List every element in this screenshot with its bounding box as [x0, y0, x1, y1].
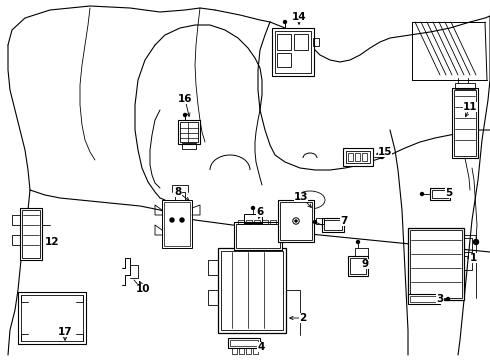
Bar	[230, 340, 258, 346]
Bar	[228, 338, 260, 348]
Bar	[324, 220, 342, 230]
Circle shape	[473, 239, 479, 244]
Text: 16: 16	[178, 94, 192, 104]
Bar	[180, 122, 198, 142]
Circle shape	[381, 156, 384, 158]
Bar	[246, 220, 252, 224]
Text: 13: 13	[294, 192, 308, 202]
Bar	[355, 153, 360, 161]
Circle shape	[314, 220, 317, 224]
Bar	[346, 151, 370, 163]
Circle shape	[251, 207, 254, 210]
Bar	[322, 218, 344, 232]
Text: 15: 15	[378, 147, 392, 157]
Bar	[236, 224, 280, 248]
Bar	[277, 53, 291, 67]
Text: 8: 8	[174, 187, 182, 197]
Bar	[270, 220, 276, 224]
Text: 10: 10	[136, 284, 150, 294]
Bar	[408, 294, 440, 304]
Circle shape	[420, 193, 423, 195]
Text: 4: 4	[257, 342, 265, 352]
Bar	[21, 295, 83, 341]
Bar	[348, 256, 368, 276]
Bar	[262, 220, 268, 224]
Circle shape	[284, 21, 287, 23]
Circle shape	[183, 113, 187, 117]
Bar	[244, 214, 262, 223]
Bar	[313, 38, 319, 46]
Text: 12: 12	[45, 237, 59, 247]
Text: 2: 2	[299, 313, 307, 323]
Text: 5: 5	[445, 188, 453, 198]
Bar	[350, 258, 366, 274]
Bar	[294, 34, 308, 50]
Circle shape	[170, 218, 174, 222]
Bar	[280, 202, 312, 240]
Bar	[234, 222, 282, 250]
Bar	[452, 88, 478, 158]
Bar	[277, 34, 291, 50]
Bar	[454, 90, 476, 156]
Circle shape	[294, 219, 298, 223]
Circle shape	[170, 218, 174, 222]
Bar	[22, 210, 40, 258]
Bar	[20, 208, 42, 260]
Text: 1: 1	[469, 253, 477, 263]
Text: 6: 6	[256, 207, 264, 217]
Bar	[343, 148, 373, 166]
Text: 3: 3	[437, 294, 443, 304]
Circle shape	[446, 297, 449, 301]
Bar	[410, 296, 438, 302]
Bar	[254, 220, 260, 224]
Bar	[316, 218, 324, 224]
Bar	[408, 228, 464, 300]
Bar	[182, 143, 196, 149]
Bar	[432, 190, 448, 198]
Bar	[348, 153, 353, 161]
Circle shape	[180, 218, 184, 222]
Circle shape	[295, 220, 297, 222]
Bar	[275, 31, 311, 73]
Bar	[430, 188, 450, 200]
Bar	[410, 230, 462, 298]
Bar	[278, 200, 314, 242]
Text: 14: 14	[292, 12, 306, 22]
Circle shape	[357, 240, 360, 243]
Bar	[178, 120, 200, 144]
Bar	[221, 251, 283, 330]
Bar	[164, 202, 190, 246]
Circle shape	[180, 218, 184, 222]
Circle shape	[293, 218, 299, 224]
Bar	[455, 83, 475, 89]
Bar	[162, 200, 192, 248]
Text: 9: 9	[362, 259, 368, 269]
Bar	[362, 153, 367, 161]
Bar	[238, 220, 244, 224]
Text: 11: 11	[463, 102, 477, 112]
Bar	[218, 248, 286, 333]
Bar	[272, 28, 314, 76]
Bar	[18, 292, 86, 344]
Text: 7: 7	[341, 216, 348, 226]
Text: 17: 17	[58, 327, 73, 337]
